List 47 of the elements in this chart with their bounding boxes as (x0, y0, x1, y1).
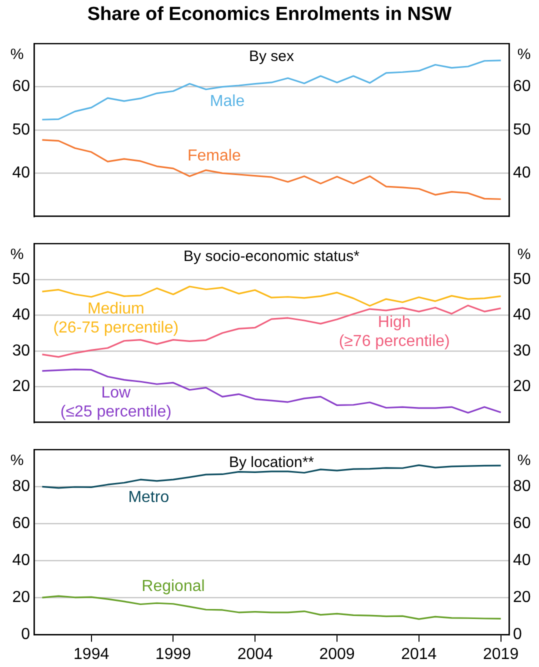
y2-tick-label: 80 (513, 478, 531, 496)
series-label: Medium (26-75 percentile) (53, 300, 179, 337)
y-tick-label: 20 (12, 589, 30, 606)
y-axis-title: % (10, 46, 24, 64)
y2-tick-label: 30 (513, 342, 531, 360)
y2-tick-label: 60 (513, 515, 531, 532)
series-label: Low (≤25 percentile) (60, 384, 172, 421)
y-tick-label: 0 (21, 626, 30, 644)
y2-axis-title: % (517, 46, 531, 64)
y2-tick-label: 20 (513, 589, 531, 606)
chart-subtitle: By sex (248, 48, 295, 66)
chart-title: Share of Economics Enrolments in NSW (86, 3, 453, 27)
y-tick-label: 40 (12, 164, 30, 182)
y-tick-label: 40 (12, 306, 30, 324)
y2-tick-label: 0 (513, 626, 522, 644)
series-label: Metro (128, 489, 170, 506)
series-label: Male (210, 92, 245, 110)
y2-tick-label: 50 (513, 270, 531, 288)
y-axis-title: % (10, 246, 24, 264)
y2-tick-label: 20 (513, 378, 531, 396)
y-tick-label: 20 (12, 378, 30, 396)
x-tick-label: 2014 (401, 646, 437, 663)
y-tick-label: 60 (12, 515, 30, 532)
series-label: High (≥76 percentile) (338, 314, 450, 350)
series-label: Female (187, 147, 241, 164)
y-tick-label: 50 (12, 270, 30, 288)
y2-tick-label: 50 (513, 121, 531, 138)
y2-tick-label: 40 (513, 164, 531, 182)
chart-title: By location** (228, 454, 314, 472)
y-tick-label: 60 (12, 78, 30, 96)
chart-title: By socio-economic status* (184, 248, 360, 266)
x-tick-label: 2009 (319, 646, 355, 663)
y2-tick-label: 60 (513, 78, 531, 96)
y-tick-label: 40 (12, 552, 30, 570)
x-tick-label: 2004 (237, 646, 274, 663)
y-axis-title: % (10, 452, 24, 470)
x-tick-label: 2019 (483, 646, 519, 663)
y2-tick-label: 40 (513, 552, 531, 570)
y-tick-label: 30 (12, 342, 30, 360)
x-tick-label: 1999 (155, 646, 192, 663)
y2-tick-label: 40 (513, 306, 531, 324)
series-label: Regional (142, 578, 205, 596)
x-tick-label: 1994 (74, 646, 110, 663)
y-tick-label: 50 (12, 121, 30, 138)
y2-axis-title: % (517, 246, 531, 264)
y-tick-label: 80 (12, 478, 30, 496)
y2-axis-title: % (517, 452, 531, 470)
